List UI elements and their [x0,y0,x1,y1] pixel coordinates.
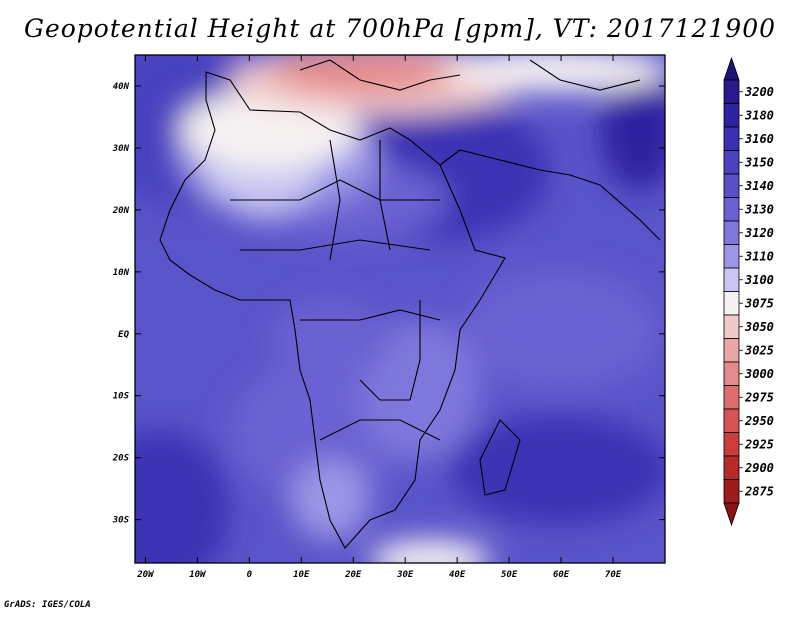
lat-tick-label: 30S [112,516,130,526]
colorbar-top-arrow [723,56,740,81]
colorbar-level-label: 3140 [744,179,774,193]
colorbar-level-label: 3160 [744,132,774,146]
colorbar-swatch [723,385,740,410]
colorbar: 3200 3180 3160 3150 3140 3130 3120 3110 3100 3075… [723,56,774,527]
colorbar-level-label: 3025 [744,343,774,357]
colorbar-swatch [723,79,740,104]
colorbar-swatch [723,408,740,433]
height-field [135,55,665,563]
colorbar-bottom-arrow [723,502,740,527]
colorbar-swatch [723,291,740,316]
lon-tick-label: 10E [293,570,310,580]
lon-tick-label: 20W [136,570,155,580]
grads-credit: GrADS: IGES/COLA [4,600,91,610]
colorbar-level-label: 2900 [744,461,774,475]
coastlines [159,59,661,549]
plot-frame [134,54,666,564]
colorbar-level-label: 3130 [744,202,774,216]
colorbar-swatch [723,173,740,198]
lat-tick-label: 30N [112,144,130,154]
colorbar-level-label: 2925 [744,437,774,451]
lat-tick-label: EQ [118,330,129,340]
colorbar-level-label: 3050 [744,320,774,334]
colorbar-swatch [723,361,740,386]
lat-tick-label: 20N [112,206,130,216]
colorbar-swatch [723,244,740,269]
colorbar-swatch [723,455,740,480]
longitude-axis: 20W 10W 0 10E 20E 30E 40E 50E 60E 70E [136,55,622,580]
colorbar-level-label: 3180 [744,108,774,122]
lat-tick-label: 20S [112,454,130,464]
lon-tick-label: 60E [553,570,570,580]
lon-tick-label: 30E [396,570,414,580]
colorbar-level-label: 3075 [744,296,774,310]
colorbar-swatch [723,150,740,175]
colorbar-level-label: 3150 [744,155,774,169]
map-title: Geopotential Height at 700hPa [gpm], VT:… [23,14,777,43]
lat-tick-label: 10N [113,268,130,278]
colorbar-swatch [723,267,740,292]
lon-tick-label: 40E [449,570,466,580]
colorbar-swatch [723,432,740,457]
colorbar-swatch [723,338,740,363]
colorbar-level-label: 3000 [744,367,774,381]
colorbar-swatch [723,314,740,339]
colorbar-swatch [723,126,740,151]
lon-tick-label: 0 [247,570,253,580]
colorbar-level-label: 3200 [744,85,774,99]
colorbar-swatch [723,479,740,504]
colorbar-level-label: 3120 [744,226,774,240]
lat-tick-label: 40N [113,82,130,92]
colorbar-level-label: 2950 [744,414,774,428]
colorbar-swatch [723,103,740,128]
colorbar-swatch [723,197,740,222]
lat-tick-label: 10S [113,392,130,402]
latitude-axis: 40N 30N 20N 10N EQ 10S 20S 30S [112,82,665,526]
colorbar-swatch [723,220,740,245]
colorbar-level-label: 3100 [744,273,774,287]
lon-tick-label: 70E [605,570,622,580]
colorbar-level-label: 3110 [744,249,774,263]
lon-tick-label: 50E [501,570,518,580]
colorbar-level-label: 2975 [744,390,774,404]
lon-tick-label: 20E [344,570,362,580]
colorbar-level-label: 2875 [744,484,774,498]
lon-tick-label: 10W [189,570,207,580]
